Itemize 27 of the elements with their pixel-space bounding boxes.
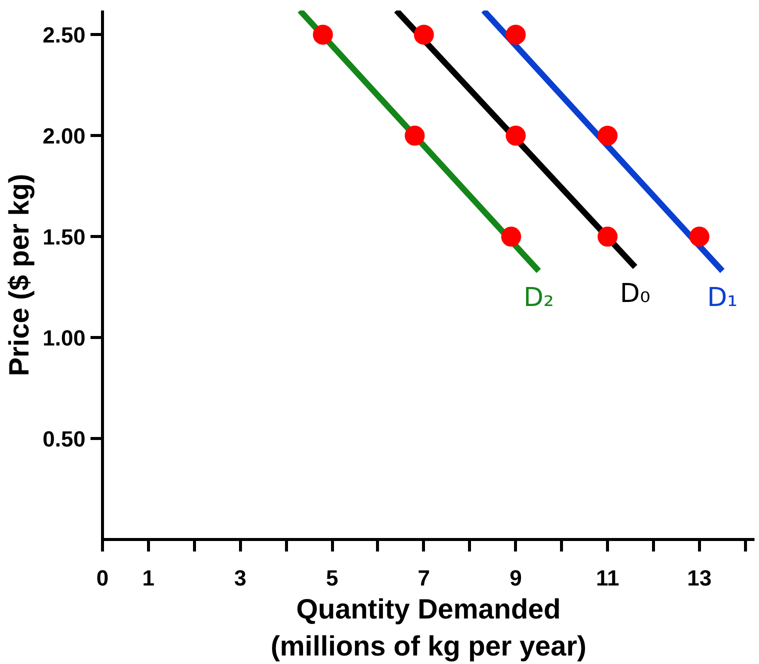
x-tick-label: 13 xyxy=(687,566,712,590)
point xyxy=(506,24,526,45)
point xyxy=(312,24,333,45)
y-tick-label: 1.00 xyxy=(42,326,86,351)
series-label: D₁ xyxy=(707,282,738,313)
y-tick-label: 1.50 xyxy=(42,224,86,250)
point xyxy=(501,226,522,247)
y-tick-label: 0.50 xyxy=(42,426,86,452)
x-tick-label: 1 xyxy=(142,566,155,590)
x-tick-label: 11 xyxy=(596,566,620,590)
x-tick-label: 7 xyxy=(418,566,430,590)
x-tick-label: 3 xyxy=(234,566,246,590)
point xyxy=(506,126,526,146)
series-label: D₀ xyxy=(620,278,650,309)
x-tick-label: 9 xyxy=(510,566,522,590)
y-axis-title: Price ($ per kg) xyxy=(4,174,35,376)
y-tick-label: 2.50 xyxy=(42,22,86,48)
y-tick-label: 2.00 xyxy=(42,124,86,149)
point xyxy=(689,226,710,247)
x-axis-title: Quantity Demanded (millions of kg per year) xyxy=(270,594,586,662)
point xyxy=(598,126,618,146)
point xyxy=(404,126,425,146)
point xyxy=(414,24,434,45)
x-tick-label: 0 xyxy=(96,566,109,590)
x-tick-label: 5 xyxy=(326,566,338,590)
point xyxy=(598,226,618,247)
series-label: D₂ xyxy=(523,282,554,313)
